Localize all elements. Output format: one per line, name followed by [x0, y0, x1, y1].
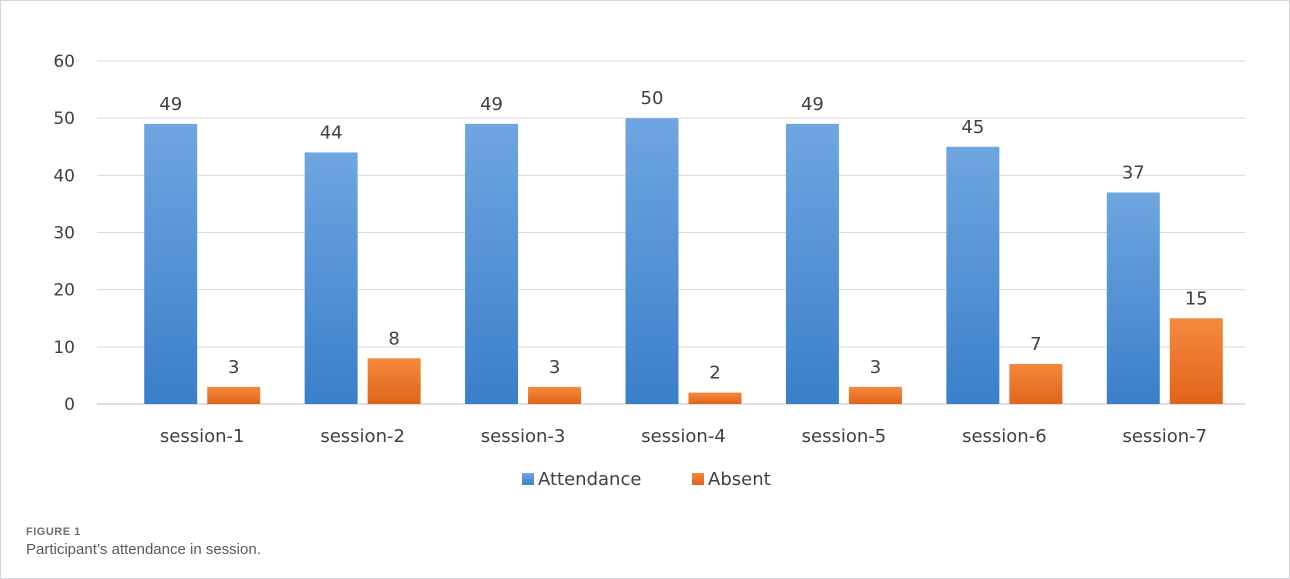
data-label-absent: 2 [709, 363, 720, 384]
bar-attendance-session-2 [304, 152, 358, 404]
y-tick-label: 50 [53, 109, 75, 129]
legend: Attendance Absent [522, 469, 771, 490]
bar-absent-session-5 [848, 386, 902, 404]
legend-label: Attendance [538, 469, 641, 490]
data-labels: 49 3 44 8 49 3 50 2 49 3 45 7 37 15 [159, 88, 1207, 383]
bar-chart: 0 10 20 30 40 50 60 49 3 44 8 49 3 50 2 49 3 45 7 37 15 ses… [53, 52, 1245, 490]
figure-caption: FIGURE 1 Participant’s attendance in ses… [26, 526, 261, 558]
y-tick-label: 40 [53, 166, 75, 186]
y-axis-ticks: 0 10 20 30 40 50 60 [53, 52, 75, 415]
data-label-absent: 7 [1030, 334, 1041, 355]
bar-absent-session-4 [688, 392, 742, 404]
legend-label: Absent [708, 469, 771, 490]
legend-swatch [522, 473, 534, 485]
data-label-attendance: 49 [159, 94, 182, 115]
x-category-label: session-6 [962, 426, 1047, 447]
bars [144, 118, 1223, 405]
y-tick-label: 60 [53, 52, 75, 72]
data-label-attendance: 37 [1122, 162, 1145, 183]
x-category-label: session-5 [802, 426, 887, 447]
bar-absent-session-3 [528, 386, 582, 404]
x-axis-categories: session-1 session-2 session-3 session-4 sess… [160, 426, 1207, 447]
data-label-absent: 15 [1185, 288, 1208, 309]
y-tick-label: 20 [53, 281, 75, 301]
bar-absent-session-1 [207, 386, 261, 404]
data-label-absent: 3 [549, 357, 560, 378]
bar-absent-session-2 [367, 358, 421, 404]
x-category-label: session-4 [641, 426, 726, 447]
figure-caption-text: Participant’s attendance in session. [26, 541, 261, 558]
bar-attendance-session-7 [1106, 192, 1160, 404]
x-category-label: session-7 [1122, 426, 1207, 447]
x-category-label: session-2 [320, 426, 405, 447]
figure-label: FIGURE 1 [26, 526, 81, 538]
y-tick-label: 0 [64, 395, 75, 415]
bar-absent-session-7 [1169, 318, 1223, 404]
data-label-absent: 3 [870, 357, 881, 378]
y-tick-label: 30 [53, 224, 75, 244]
x-category-label: session-1 [160, 426, 245, 447]
y-tick-label: 10 [53, 338, 75, 358]
data-label-absent: 8 [388, 328, 399, 349]
data-label-attendance: 49 [801, 94, 824, 115]
x-category-label: session-3 [481, 426, 566, 447]
data-label-attendance: 44 [320, 122, 343, 143]
bar-attendance-session-4 [625, 118, 679, 405]
bar-attendance-session-3 [465, 123, 519, 404]
bar-attendance-session-1 [144, 123, 198, 404]
bar-absent-session-6 [1009, 363, 1063, 404]
data-label-attendance: 49 [480, 94, 503, 115]
legend-swatch [692, 473, 704, 485]
data-label-attendance: 50 [641, 88, 664, 109]
bar-attendance-session-6 [946, 146, 1000, 404]
bar-attendance-session-5 [785, 123, 839, 404]
data-label-attendance: 45 [961, 117, 984, 138]
data-label-absent: 3 [228, 357, 239, 378]
